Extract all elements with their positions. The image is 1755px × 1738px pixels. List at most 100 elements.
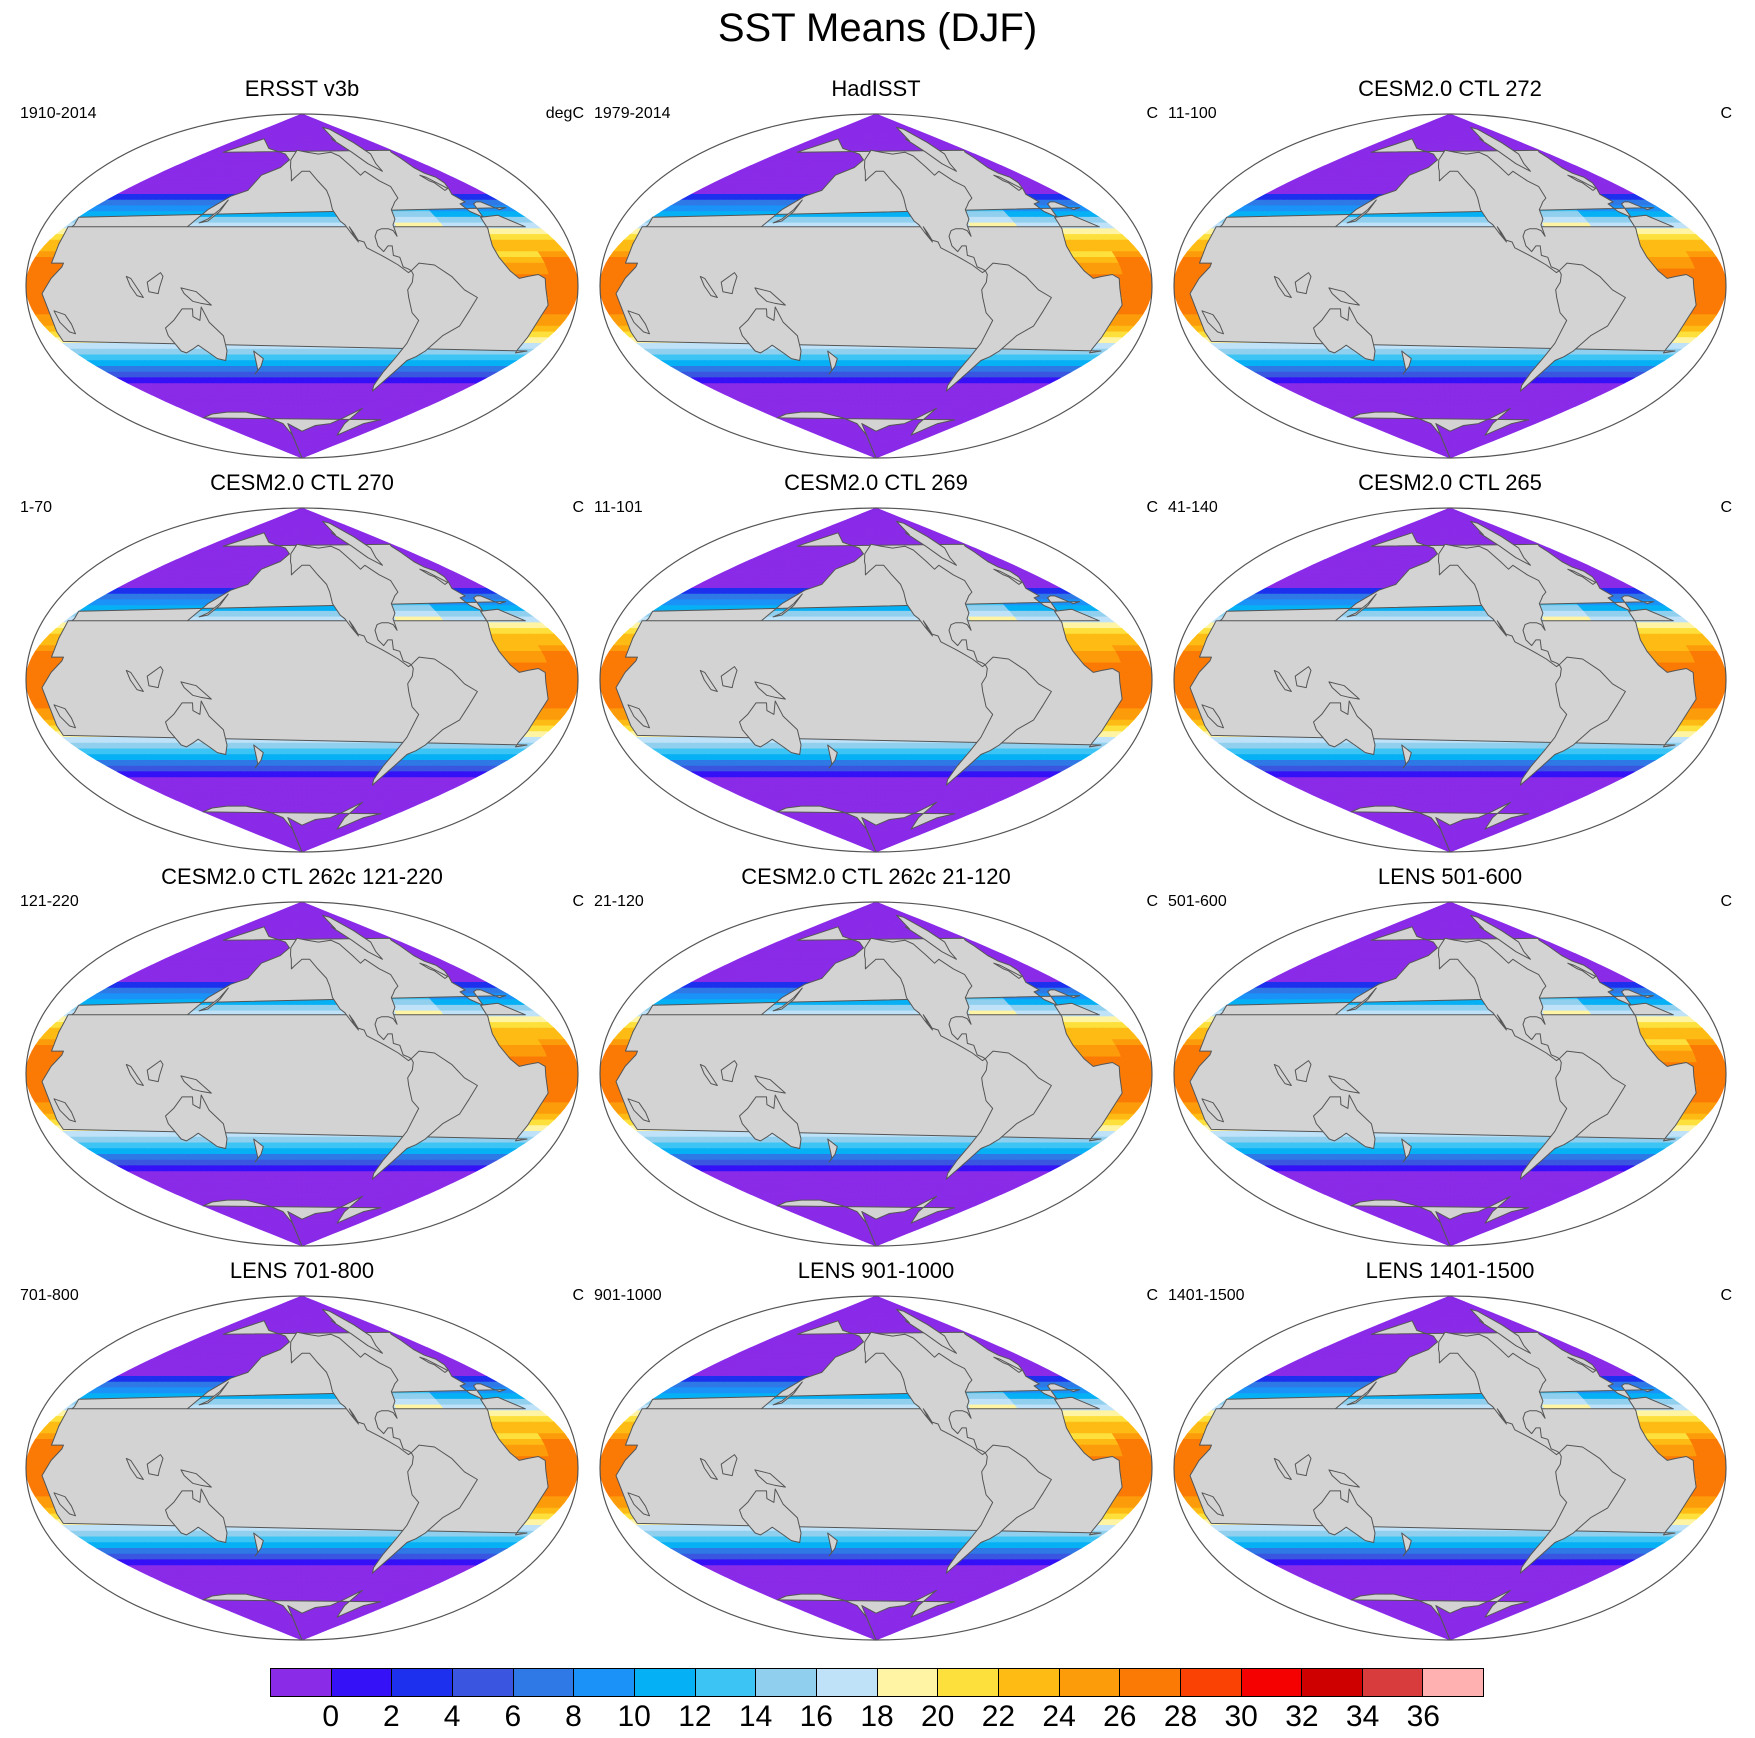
sst-cell <box>557 291 569 298</box>
sst-cell <box>284 383 292 390</box>
sst-cell <box>557 274 569 281</box>
sst-cell <box>293 216 303 224</box>
sst-cell <box>294 365 303 373</box>
panel-title: HadISST <box>584 76 1168 102</box>
sst-cell <box>875 216 885 224</box>
sst-cell <box>263 216 273 224</box>
sst-cell <box>296 394 303 402</box>
sst-cell <box>279 354 289 361</box>
sst-cell <box>308 360 317 367</box>
sst-cell <box>288 371 297 379</box>
sst-cell <box>294 360 303 367</box>
sst-cell <box>837 216 847 224</box>
sst-cell <box>873 136 877 144</box>
sst-cell <box>263 348 273 356</box>
sst-cell <box>295 383 303 390</box>
sst-cell <box>566 291 578 298</box>
sst-cell <box>301 216 311 224</box>
sst-cell <box>296 388 303 396</box>
sst-cell <box>844 216 855 224</box>
sst-cell <box>280 360 289 367</box>
sst-cell <box>274 365 283 373</box>
panel-units: degC <box>546 104 584 124</box>
sst-cell <box>283 377 291 384</box>
map-panel: HadISST 1979-2014 C <box>584 76 1168 468</box>
sst-cell <box>301 360 310 367</box>
sst-cell <box>298 142 303 149</box>
sst-cell <box>270 216 281 224</box>
sst-cell <box>323 348 334 356</box>
sst-cell <box>301 388 308 396</box>
sst-cell <box>307 371 316 379</box>
sst-cell <box>35 274 47 281</box>
sst-cell <box>291 394 298 402</box>
sst-cell <box>565 268 577 275</box>
sst-cell <box>301 383 309 390</box>
sst-cell <box>26 285 36 292</box>
sst-cell <box>883 216 892 224</box>
sst-cell <box>271 354 281 361</box>
sst-cell <box>309 216 318 224</box>
sst-cell <box>568 280 578 287</box>
sst-cell <box>308 365 317 373</box>
sst-cell <box>295 371 303 379</box>
sst-cell <box>26 280 36 287</box>
panel-period: 1910-2014 <box>20 104 97 124</box>
sst-cell <box>297 411 303 419</box>
sst-cell <box>290 383 297 390</box>
sst-cell <box>273 360 282 367</box>
sst-cell <box>290 388 298 396</box>
sst-cell <box>301 365 310 373</box>
sst-cell <box>565 297 577 304</box>
sst-cell <box>278 348 288 356</box>
sst-cell <box>316 216 326 224</box>
sst-cell <box>297 406 303 413</box>
sst-cell <box>282 371 291 379</box>
sst-cell <box>867 216 877 224</box>
sst-map <box>599 113 1153 459</box>
sst-cell <box>568 285 578 292</box>
sst-cell <box>301 354 310 361</box>
sst-cell <box>301 400 307 407</box>
sst-cell <box>519 268 532 275</box>
sst-cell <box>270 348 281 356</box>
map-panel: ERSST v3b 1910-2014 degC <box>10 76 594 468</box>
sst-cell <box>307 377 315 384</box>
sst-cell <box>872 142 877 149</box>
sst-cell <box>289 377 297 384</box>
sst-cell <box>286 348 295 356</box>
sst-cell <box>316 348 326 356</box>
sst-cell <box>315 211 325 218</box>
sst-cell <box>295 377 303 384</box>
sst-cell <box>890 216 900 224</box>
sst-cell <box>315 360 324 367</box>
sst-cell <box>26 274 38 281</box>
sst-cell <box>26 291 38 298</box>
sst-cell <box>287 360 296 367</box>
sst-cell <box>566 274 578 281</box>
sst-cell <box>278 216 288 224</box>
sst-cell <box>558 285 570 292</box>
sst-cell <box>286 216 295 224</box>
sst-cell <box>315 354 325 361</box>
sst-cell <box>308 354 318 361</box>
sst-cell <box>309 348 318 356</box>
sst-cell <box>852 216 862 224</box>
sst-cell <box>301 371 309 379</box>
sst-cell <box>294 354 303 361</box>
land-africa <box>41 214 549 354</box>
sst-cell <box>286 354 296 361</box>
sst-cell <box>549 280 560 287</box>
sst-cell <box>287 365 296 373</box>
sst-cell <box>889 211 899 218</box>
sst-cell <box>301 394 308 402</box>
sst-cell <box>301 348 311 356</box>
figure-title: SST Means (DJF) <box>0 4 1755 52</box>
panel-title: ERSST v3b <box>10 76 594 102</box>
sst-cell <box>292 400 299 407</box>
sst-cell <box>548 274 560 281</box>
sst-cell <box>301 377 309 384</box>
sst-cell <box>281 365 290 373</box>
sst-cell <box>860 216 869 224</box>
sst-cell <box>558 280 570 287</box>
